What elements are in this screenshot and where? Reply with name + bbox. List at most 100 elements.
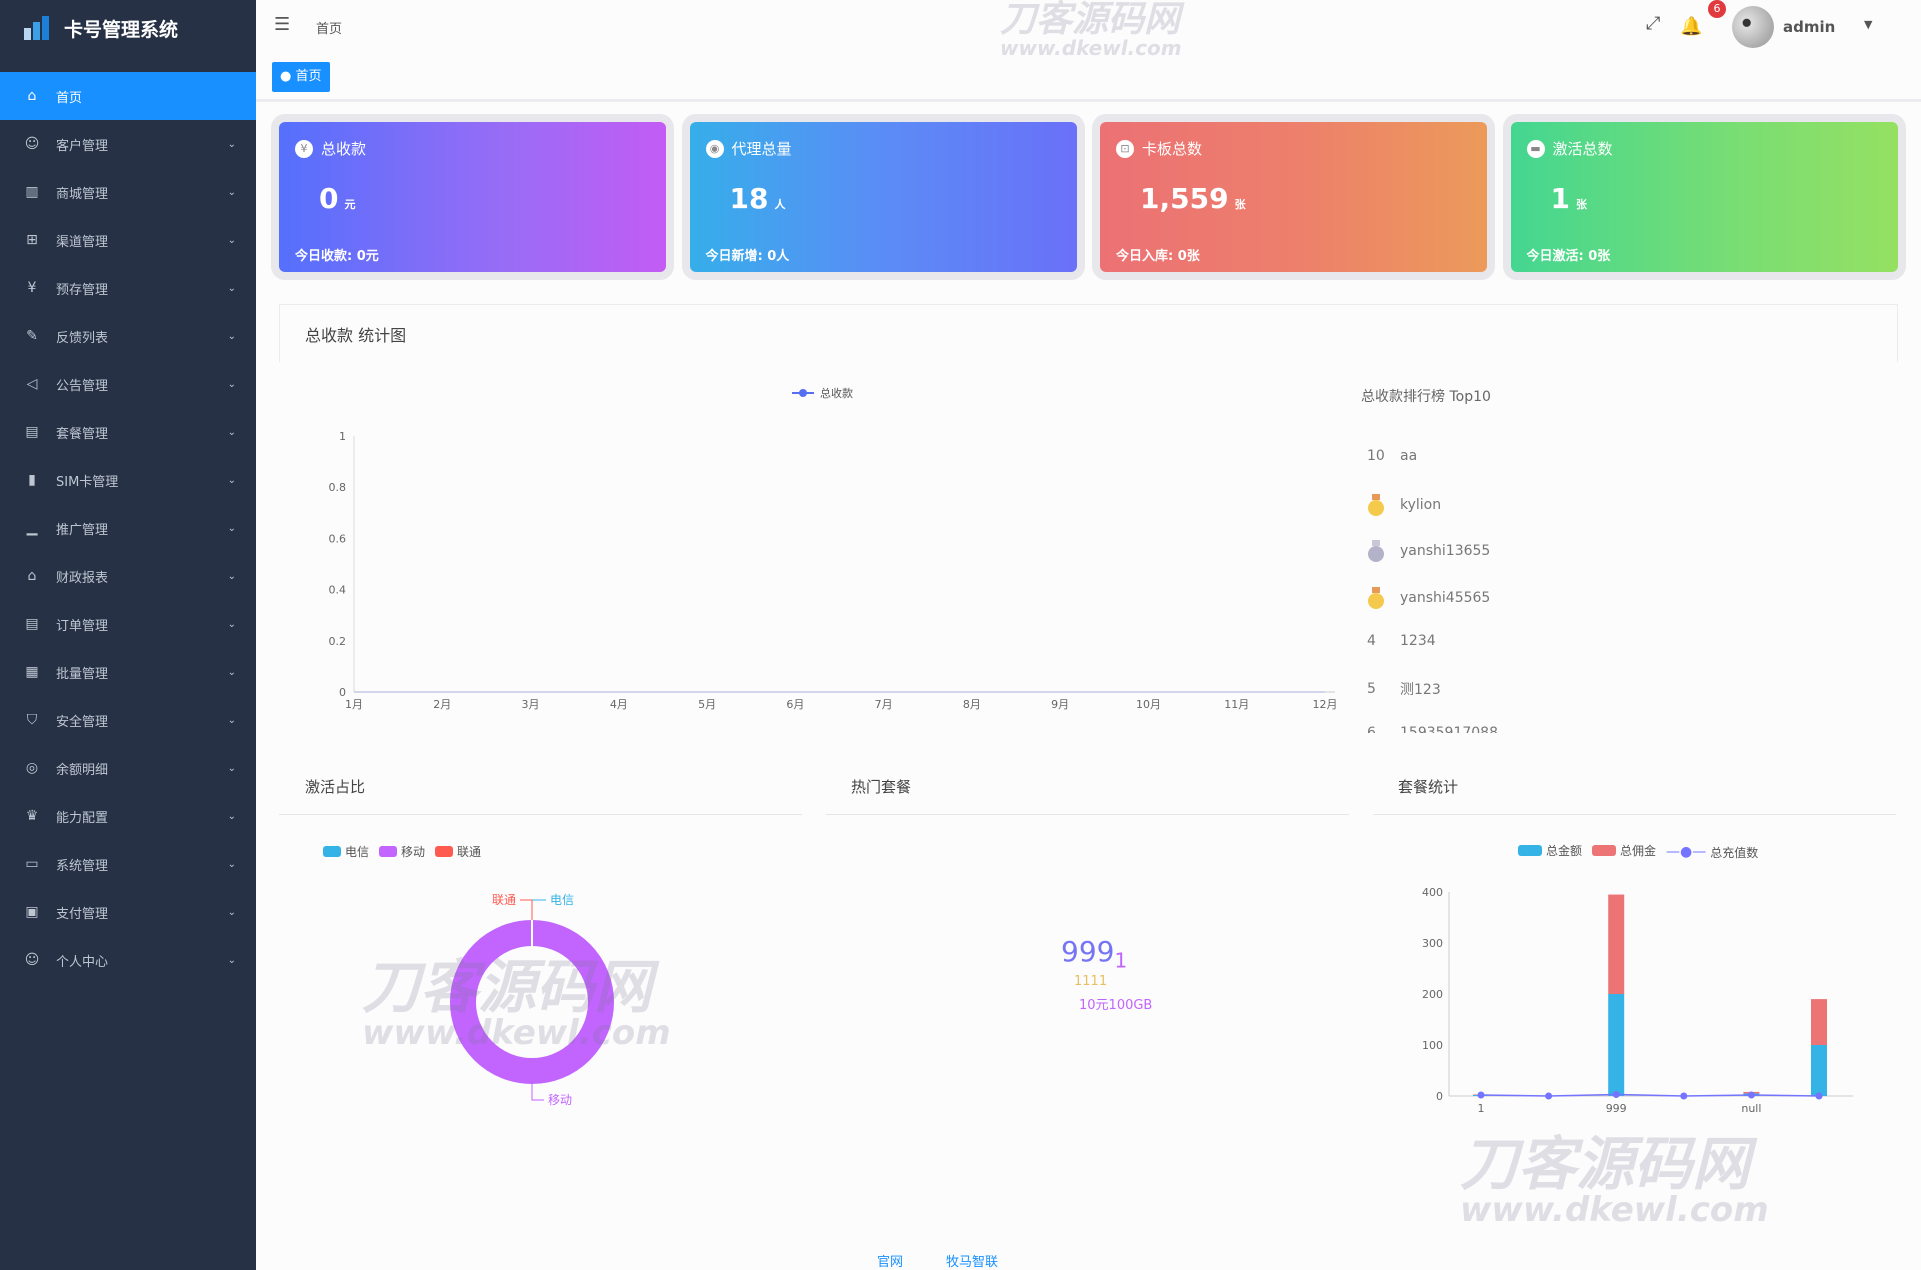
legend-item[interactable]: 联通 <box>435 843 481 860</box>
legend-item[interactable]: 总金额 <box>1518 842 1582 859</box>
x-tick-label: 8月 <box>963 698 981 711</box>
sidebar-item[interactable]: ▮ SIM卡管理 ⌄ <box>0 456 256 504</box>
chevron-down-icon: ⌄ <box>227 138 236 150</box>
card-value: 1,559 <box>1140 182 1229 215</box>
card-value: 1 <box>1550 182 1570 215</box>
sidebar-item[interactable]: ✎ 反馈列表 ⌄ <box>0 312 256 360</box>
ranking-row: 5 测123 <box>1367 679 1441 699</box>
sidebar-item[interactable]: ⌂ 财政报表 ⌄ <box>0 552 256 600</box>
chevron-down-icon: ⌄ <box>227 426 236 438</box>
footer-link-mumazhilian[interactable]: 牧马智联 <box>946 1255 999 1270</box>
sidebar-item-label: 反馈列表 <box>56 330 109 346</box>
rank-name: yanshi45565 <box>1400 589 1491 606</box>
card-value: 18 <box>729 182 769 215</box>
recharge-point[interactable] <box>1680 1092 1688 1100</box>
sidebar-item[interactable]: ☺ 个人中心 ⌄ <box>0 936 256 984</box>
hot-package-name: 9991 <box>1061 935 1127 973</box>
pie-slice[interactable] <box>450 920 614 1084</box>
sidebar-item[interactable]: ☺ 客户管理 ⌄ <box>0 120 256 168</box>
y-tick-label: 0 <box>1436 1090 1443 1103</box>
sim-icon: ▮ <box>28 472 36 488</box>
x-tick-label: 12月 <box>1313 698 1338 711</box>
fullscreen-icon[interactable]: ⤢ <box>1646 13 1661 34</box>
sidebar-item[interactable]: ▤ 套餐管理 ⌄ <box>0 408 256 456</box>
y-tick-label: 0.2 <box>329 635 347 648</box>
ranking-row: 10 aa <box>1367 448 1417 464</box>
recharge-point[interactable] <box>1612 1090 1620 1098</box>
legend-swatch <box>1518 845 1542 856</box>
menu-fold-icon[interactable]: ☰ <box>274 14 291 35</box>
legend-label: 总充值数 <box>1710 845 1759 860</box>
ranking-row: kylion <box>1367 494 1442 517</box>
hot-name: 999 <box>1061 935 1115 968</box>
medal-silver-icon <box>1367 540 1385 563</box>
chevron-down-icon: ⌄ <box>227 714 236 726</box>
legend-item[interactable]: —●— 总充值数 <box>1666 844 1758 861</box>
y-tick-label: 1 <box>339 430 346 443</box>
divider <box>1373 814 1896 815</box>
logo[interactable]: 卡号管理系统 <box>22 14 178 42</box>
sidebar-item-label: 渠道管理 <box>56 234 109 250</box>
package-stats-title: 套餐统计 <box>1398 778 1459 796</box>
caret-down-icon[interactable]: ▼ <box>1864 18 1873 31</box>
sidebar-item[interactable]: ▣ 支付管理 ⌄ <box>0 888 256 936</box>
chevron-down-icon: ⌄ <box>227 906 236 918</box>
notification-badge: 6 <box>1708 0 1726 18</box>
recharge-point[interactable] <box>1545 1092 1553 1100</box>
legend-item[interactable]: 总佣金 <box>1592 842 1656 859</box>
sidebar-item[interactable]: ▦ 批量管理 ⌄ <box>0 648 256 696</box>
legend-item[interactable]: 移动 <box>379 843 425 860</box>
sidebar-item[interactable]: ⊞ 渠道管理 ⌄ <box>0 216 256 264</box>
sidebar-item[interactable]: ¥ 预存管理 ⌄ <box>0 264 256 312</box>
y-tick-label: 100 <box>1422 1039 1443 1052</box>
monitor-icon: ▭ <box>25 856 39 872</box>
bar-amount[interactable] <box>1608 994 1625 1096</box>
sidebar-item[interactable]: ▤ 订单管理 ⌄ <box>0 600 256 648</box>
user-icon: ☺ <box>24 952 40 968</box>
sidebar-item[interactable]: ♛ 能力配置 ⌄ <box>0 792 256 840</box>
x-tick-label: 1 <box>1478 1102 1485 1115</box>
pie-legend: 电信 移动 联通 <box>323 842 491 861</box>
label-leader <box>531 1084 544 1101</box>
legend-label: 移动 <box>401 845 426 859</box>
card-footer: 今日收款: 0元 <box>295 249 379 264</box>
chevron-down-icon: ⌄ <box>227 378 236 390</box>
chevron-down-icon: ⌄ <box>227 282 236 294</box>
hot-title: 热门套餐 <box>851 778 912 796</box>
chevron-down-icon: ⌄ <box>227 858 236 870</box>
recharge-point[interactable] <box>1815 1092 1823 1100</box>
top-header: ☰ 首页 ⤢ 🔔 6 admin ▼ <box>256 0 1921 62</box>
breadcrumb[interactable]: 首页 <box>316 22 343 37</box>
divider <box>826 814 1349 815</box>
tag-home[interactable]: ● 首页 <box>272 62 330 92</box>
ranking-list[interactable]: 10 aa kylion yanshi13655 yanshi45565 4 1234 5 测1… <box>1340 430 1840 733</box>
avatar[interactable] <box>1732 6 1774 48</box>
bell-icon[interactable]: 🔔 <box>1680 16 1703 37</box>
sidebar-item[interactable]: ▭ 系统管理 ⌄ <box>0 840 256 888</box>
sidebar-item[interactable]: ⛉ 安全管理 ⌄ <box>0 696 256 744</box>
recharge-point[interactable] <box>1477 1091 1485 1099</box>
bar-commission[interactable] <box>1608 894 1625 994</box>
sidebar-item[interactable]: ▥ 商城管理 ⌄ <box>0 168 256 216</box>
chevron-down-icon: ⌄ <box>227 234 236 246</box>
footer-link-official[interactable]: 官网 <box>877 1255 904 1270</box>
sidebar-item[interactable]: ▁ 推广管理 ⌄ <box>0 504 256 552</box>
order-icon: ▤ <box>25 616 39 632</box>
stats-panel-header <box>279 304 1898 362</box>
sidebar-item[interactable]: ◎ 余额明细 ⌄ <box>0 744 256 792</box>
sidebar-item[interactable]: ◁ 公告管理 ⌄ <box>0 360 256 408</box>
sitemap-icon: ⊞ <box>26 232 38 248</box>
sidebar-item[interactable]: ⌂ 首页 <box>0 72 256 120</box>
bar-amount[interactable] <box>1811 1045 1827 1096</box>
y-tick-label: 0.6 <box>329 532 347 545</box>
sidebar-item-label: 预存管理 <box>56 282 109 298</box>
feedback-icon: ✎ <box>26 328 38 344</box>
rank-name: kylion <box>1400 497 1442 514</box>
user-name[interactable]: admin <box>1783 18 1836 36</box>
legend-swatch <box>435 846 454 857</box>
card-title: 激活总数 <box>1552 140 1613 158</box>
legend-item[interactable]: 电信 <box>323 843 369 860</box>
recharge-point[interactable] <box>1747 1091 1755 1099</box>
bar-commission[interactable] <box>1811 999 1827 1045</box>
activation-title: 激活占比 <box>305 778 366 796</box>
